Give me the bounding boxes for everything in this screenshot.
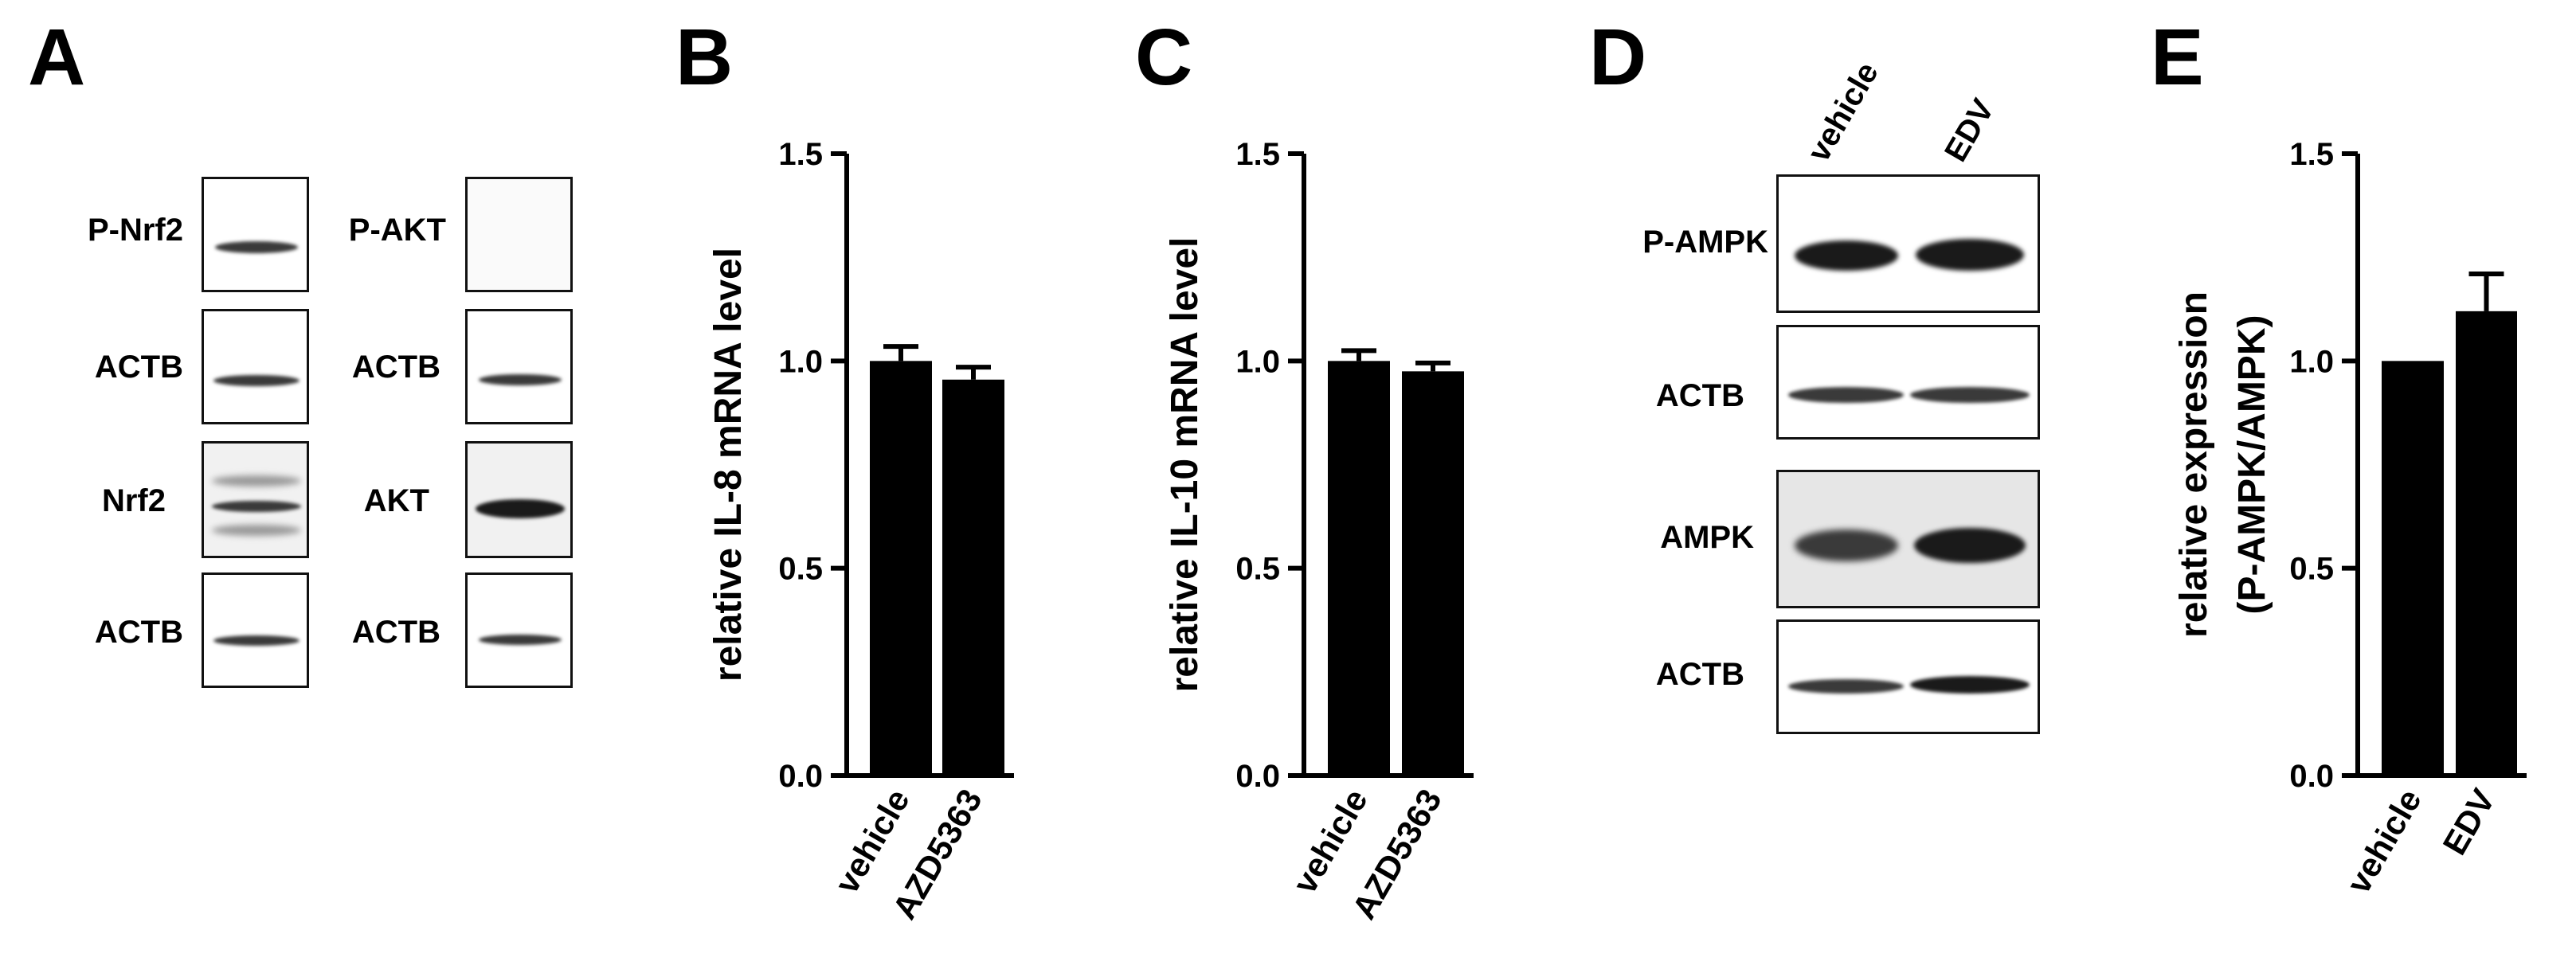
panel-letter-d: D bbox=[1589, 13, 1647, 102]
band bbox=[1788, 387, 1904, 403]
band bbox=[215, 241, 298, 253]
chart-e-y-axis-label-2: (P-AMPK/AMPK) bbox=[2231, 315, 2273, 615]
blot-label-d-actb-2: ACTB bbox=[1655, 657, 1744, 692]
chart-e-bar bbox=[2382, 361, 2444, 776]
blot-actb-2 bbox=[202, 572, 309, 688]
chart-c-bar bbox=[1328, 361, 1390, 776]
chart-e-x-tick-label: EDV bbox=[2435, 783, 2502, 861]
blot-d-actb-1 bbox=[1776, 325, 2040, 440]
chart-b-bar bbox=[870, 361, 932, 776]
blot-nrf2 bbox=[202, 441, 309, 558]
panel-letter-b: B bbox=[675, 13, 734, 102]
band bbox=[213, 375, 299, 386]
band bbox=[213, 635, 299, 646]
chart-e-y-tick-label: 0.0 bbox=[2289, 759, 2334, 794]
chart-b-y-tick-label: 1.0 bbox=[778, 344, 823, 379]
blot-label-actb-3: ACTB bbox=[351, 350, 440, 385]
panel-letter-e: E bbox=[2151, 13, 2204, 102]
band bbox=[1795, 529, 1898, 561]
chart-b-y-tick-label: 0.5 bbox=[778, 552, 823, 587]
chart-e-y-tick-label: 1.5 bbox=[2289, 137, 2334, 172]
band bbox=[1914, 528, 2026, 563]
band bbox=[476, 499, 565, 518]
band bbox=[212, 501, 301, 512]
chart-e-bar bbox=[2456, 311, 2517, 776]
blot-label-d-actb-1: ACTB bbox=[1655, 378, 1744, 413]
blot-p-ampk bbox=[1776, 174, 2040, 313]
chart-b-bar bbox=[942, 379, 1004, 776]
chart-e-x-tick-label: vehicle bbox=[2339, 783, 2429, 900]
chart-c-y-axis-label: relative IL-10 mRNA level bbox=[1164, 237, 1206, 693]
blot-label-ampk: AMPK bbox=[1660, 520, 1754, 555]
chart-c-y-tick-label: 0.5 bbox=[1235, 552, 1280, 587]
blot-actb-3 bbox=[465, 309, 573, 424]
band bbox=[212, 475, 301, 486]
blot-label-actb-4: ACTB bbox=[351, 615, 440, 650]
chart-e-y-tick-label: 0.5 bbox=[2289, 552, 2334, 587]
band bbox=[212, 525, 301, 536]
blot-label-actb-1: ACTB bbox=[94, 350, 183, 385]
chart-c-y-tick-label: 1.0 bbox=[1235, 344, 1280, 379]
band bbox=[1916, 239, 2024, 271]
blot-actb-1 bbox=[202, 309, 309, 424]
chart-e-y-axis-label: relative expression bbox=[2173, 291, 2215, 638]
band bbox=[1788, 679, 1904, 694]
chart-c-y-tick-label: 0.0 bbox=[1235, 759, 1280, 794]
band bbox=[1910, 387, 2030, 403]
blot-ampk bbox=[1776, 470, 2040, 608]
chart-b-y-tick-label: 1.5 bbox=[778, 137, 823, 172]
band bbox=[1795, 240, 1898, 271]
blot-d-actb-2 bbox=[1776, 619, 2040, 734]
chart-c-bar bbox=[1402, 371, 1464, 776]
blot-akt bbox=[465, 441, 573, 558]
blot-actb-4 bbox=[465, 572, 573, 688]
panel-letter-a: A bbox=[28, 13, 86, 102]
band bbox=[479, 635, 562, 645]
blot-label-p-akt: P-AKT bbox=[348, 213, 446, 248]
chart-b-y-axis-label: relative IL-8 mRNA level bbox=[707, 248, 750, 682]
chart-c-y-tick-label: 1.5 bbox=[1235, 137, 1280, 172]
blot-label-p-ampk: P-AMPK bbox=[1642, 225, 1768, 260]
band bbox=[479, 374, 562, 385]
blot-label-p-nrf2: P-Nrf2 bbox=[87, 213, 183, 248]
blot-label-akt: AKT bbox=[363, 483, 429, 518]
chart-b-y-tick-label: 0.0 bbox=[778, 759, 823, 794]
blot-label-actb-2: ACTB bbox=[94, 615, 183, 650]
blot-p-akt bbox=[465, 177, 573, 292]
blot-label-nrf2: Nrf2 bbox=[101, 483, 166, 518]
band bbox=[1910, 676, 2030, 694]
panel-letter-c: C bbox=[1135, 13, 1193, 102]
chart-e-y-tick-label: 1.0 bbox=[2289, 344, 2334, 379]
blot-p-nrf2 bbox=[202, 177, 309, 292]
